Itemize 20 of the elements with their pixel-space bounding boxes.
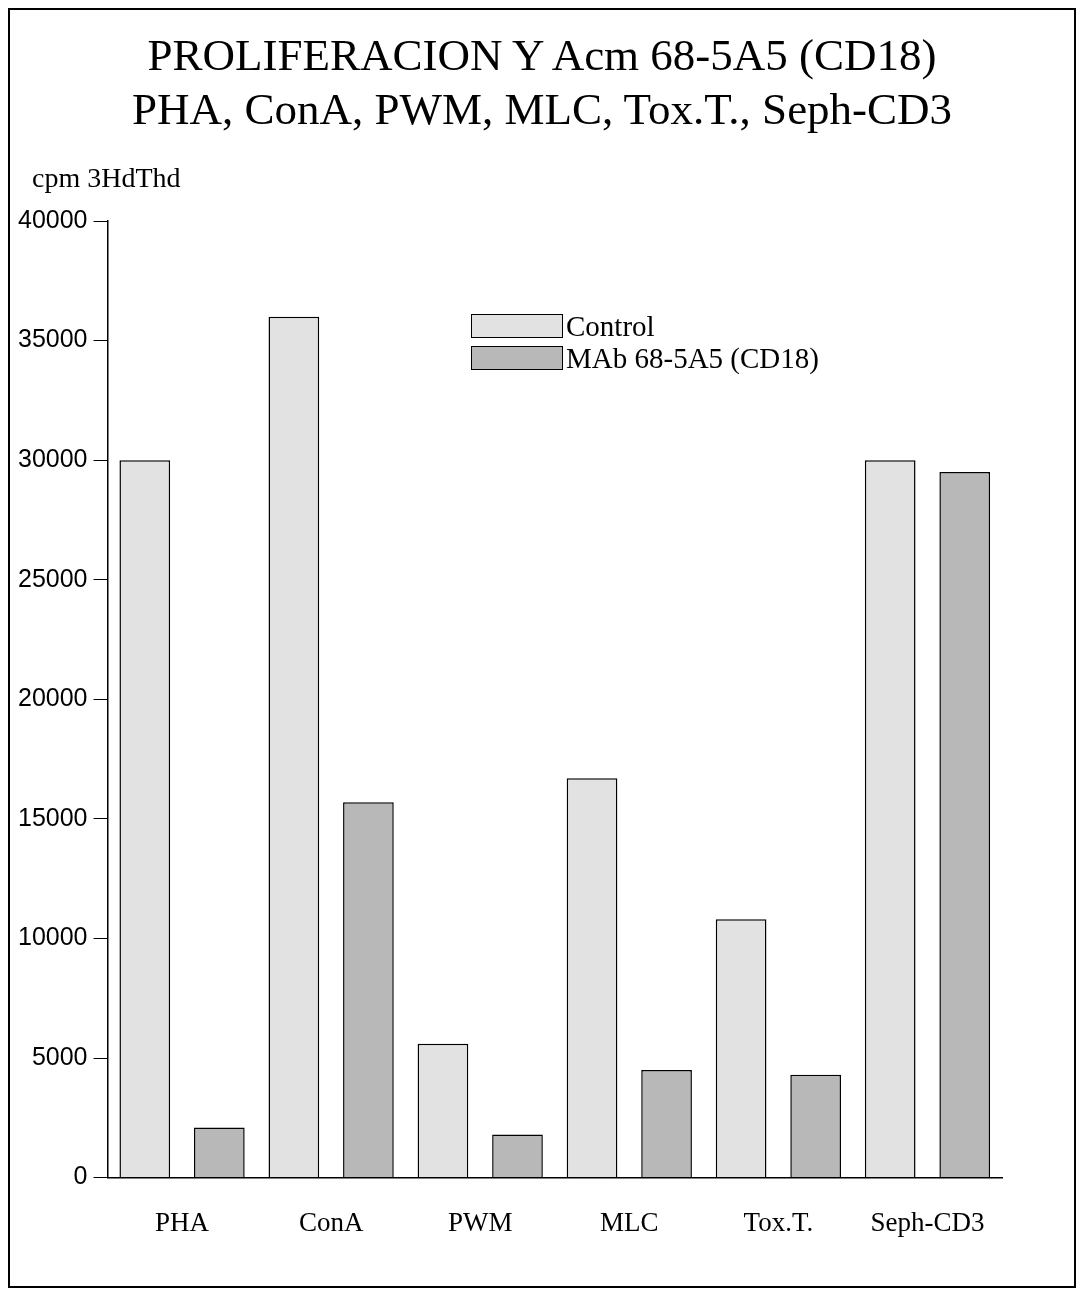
x-tick-label: ConA <box>298 1206 364 1237</box>
y-tick-label: 5000 <box>31 1041 88 1070</box>
y-axis-title: cpm 3HdThd <box>32 162 181 194</box>
y-tick-label: 20000 <box>17 683 88 712</box>
legend-label: Control <box>566 310 655 342</box>
y-tick-label: 25000 <box>17 563 88 592</box>
x-tick-label: Tox.T. <box>743 1206 814 1237</box>
x-tick-label: PWM <box>447 1206 513 1237</box>
x-tick-label: MLC <box>600 1206 659 1237</box>
y-tick-label: 0 <box>73 1161 88 1190</box>
x-tick-label: Seph-CD3 <box>870 1206 985 1237</box>
legend-label: MAb 68-5A5 (CD18) <box>566 342 819 374</box>
chart-title: PROLIFERACION Y Acm 68-5A5 (CD18) <box>146 29 938 82</box>
y-tick-label: 30000 <box>17 444 88 473</box>
y-tick-label: 40000 <box>17 204 88 233</box>
y-tick-label: 35000 <box>17 324 88 353</box>
x-tick-label: PHA <box>155 1206 210 1237</box>
y-tick-label: 15000 <box>17 802 88 831</box>
chart-subtitle: PHA, ConA, PWM, MLC, Tox.T., Seph-CD3 <box>130 83 954 136</box>
y-tick-label: 10000 <box>17 922 88 951</box>
